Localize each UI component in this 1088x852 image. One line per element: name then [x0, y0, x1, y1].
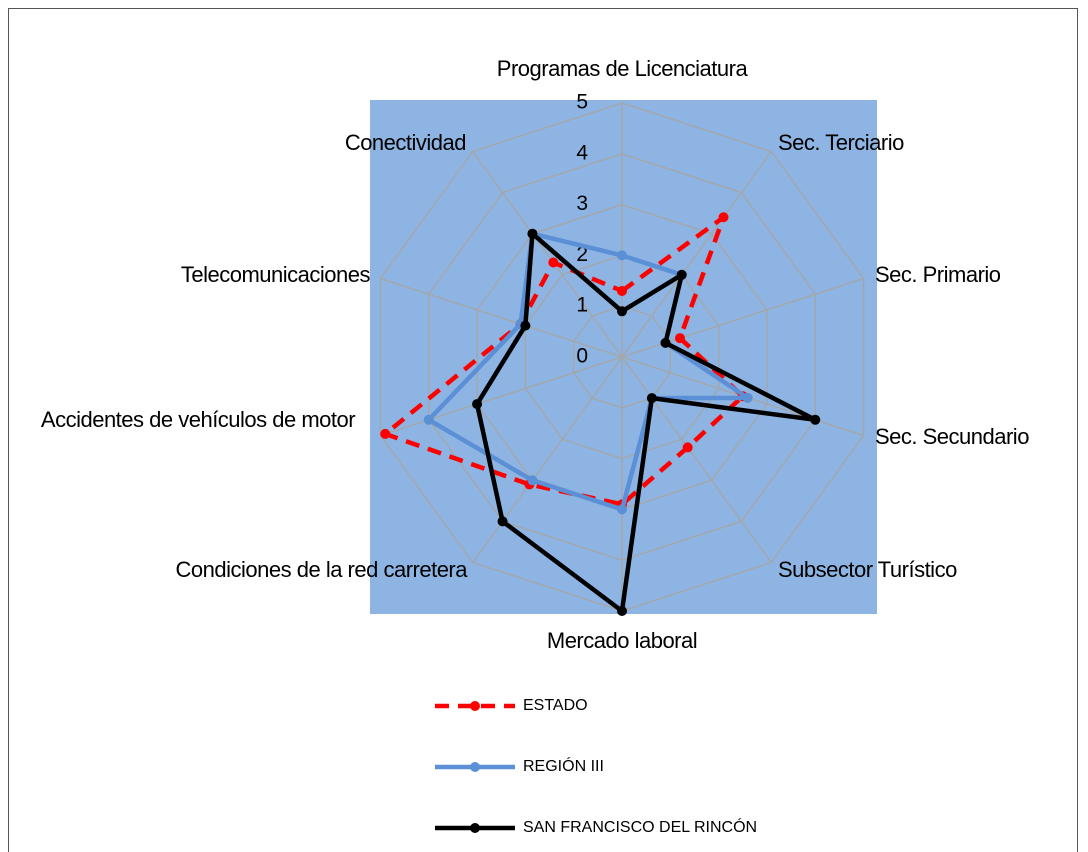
series-line: [383, 215, 746, 507]
legend-label: SAN FRANCISCO DEL RINCÓN: [523, 817, 757, 836]
r-tick-label: 2: [576, 243, 588, 266]
category-label: Condiciones de la red carretera: [175, 557, 468, 582]
legend-label: REGIÓN III: [523, 756, 604, 775]
category-label: Sec. Secundario: [875, 424, 1029, 449]
legend-label: ESTADO: [523, 697, 588, 714]
series-marker: [617, 504, 627, 515]
series-marker: [548, 257, 559, 268]
series-marker: [617, 606, 627, 616]
legend-marker: [470, 762, 480, 772]
series-marker: [423, 414, 434, 425]
category-label: Telecomunicaciones: [180, 262, 371, 287]
category-label: Conectividad: [344, 130, 467, 155]
category-label: Sec. Primario: [875, 262, 1001, 287]
legend-marker: [470, 701, 480, 711]
spoke: [472, 356, 623, 563]
series-marker: [676, 269, 687, 280]
r-tick-label: 0: [576, 345, 588, 368]
category-label: Mercado laboral: [546, 628, 698, 653]
series-marker: [718, 212, 729, 223]
series-marker: [617, 306, 627, 317]
r-tick-label: 1: [576, 294, 588, 317]
spoke: [380, 356, 623, 437]
series-marker: [617, 250, 627, 261]
series-marker: [617, 285, 627, 296]
series-marker: [660, 337, 671, 348]
spoke: [472, 151, 623, 358]
category-label: Programas de Licenciatura: [496, 56, 748, 81]
series-marker: [646, 393, 657, 404]
r-tick-label: 3: [576, 192, 588, 215]
series-marker: [527, 228, 538, 239]
r-tick-label: 5: [576, 91, 588, 114]
series-marker: [472, 399, 483, 410]
category-label: Subsector Turístico: [778, 557, 957, 582]
series-marker: [682, 442, 693, 453]
spoke: [621, 151, 772, 358]
legend-marker: [470, 823, 480, 833]
series-marker: [742, 392, 753, 403]
category-label: Sec. Terciario: [778, 130, 904, 155]
chart-frame: [8, 8, 1078, 852]
category-label: Accidentes de vehículos de motor: [40, 407, 356, 432]
series-marker: [520, 320, 531, 331]
series-marker: [527, 475, 538, 486]
spoke: [380, 277, 623, 358]
series-marker: [380, 428, 391, 439]
spoke: [621, 356, 772, 563]
series-marker: [497, 516, 508, 527]
r-tick-label: 4: [576, 141, 588, 164]
series-marker: [674, 333, 685, 344]
series-marker: [810, 414, 821, 425]
